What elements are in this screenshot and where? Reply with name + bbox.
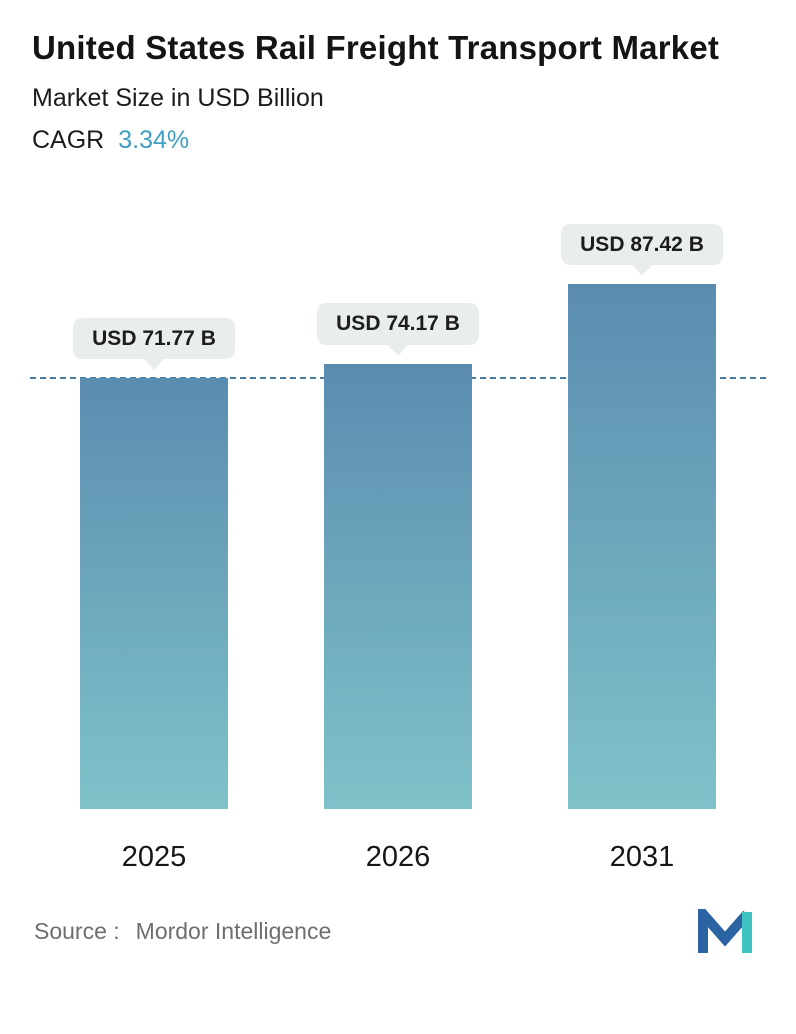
value-label-pill: USD 87.42 B [561,223,723,266]
logo-m-shape [698,908,751,953]
bar [80,377,228,809]
chart-footer: Source : Mordor Intelligence [34,908,762,955]
bar-group: USD 71.77 B [73,317,235,809]
cagr-value: 3.34% [118,125,190,154]
bar [568,284,716,809]
x-axis-label: 2031 [609,841,675,874]
chart-subtitle: Market Size in USD Billion [32,83,324,112]
cagr-label: CAGR [32,125,105,154]
x-axis-label: 2026 [365,841,431,874]
source-label: Source : [34,918,120,945]
chart-header: United States Rail Freight Transport Mar… [0,0,796,155]
value-label-pill: USD 74.17 B [317,303,479,345]
bar-group: USD 74.17 B [317,303,479,809]
cagr-row: CAGR 3.34% [32,126,764,155]
x-axis-label: 2025 [121,841,187,874]
bar [324,363,472,809]
source-attribution: Source : Mordor Intelligence [34,918,331,945]
x-axis-labels: 2025 2026 2031 [80,827,716,889]
bar-chart: USD 71.77 B USD 74.17 B USD 87.42 B 2025 20… [30,189,766,889]
triangle-down-icon [632,265,652,277]
source-value: Mordor Intelligence [135,918,332,945]
bar-group: USD 87.42 B [561,223,723,809]
plot-area: USD 71.77 B USD 74.17 B USD 87.42 B [73,189,723,809]
value-label-pill: USD 71.77 B [73,317,235,359]
mordor-intelligence-logo [698,908,752,953]
chart-title: United States Rail Freight Transport Mar… [32,29,720,66]
triangle-down-icon [388,344,408,356]
triangle-down-icon [144,358,164,370]
